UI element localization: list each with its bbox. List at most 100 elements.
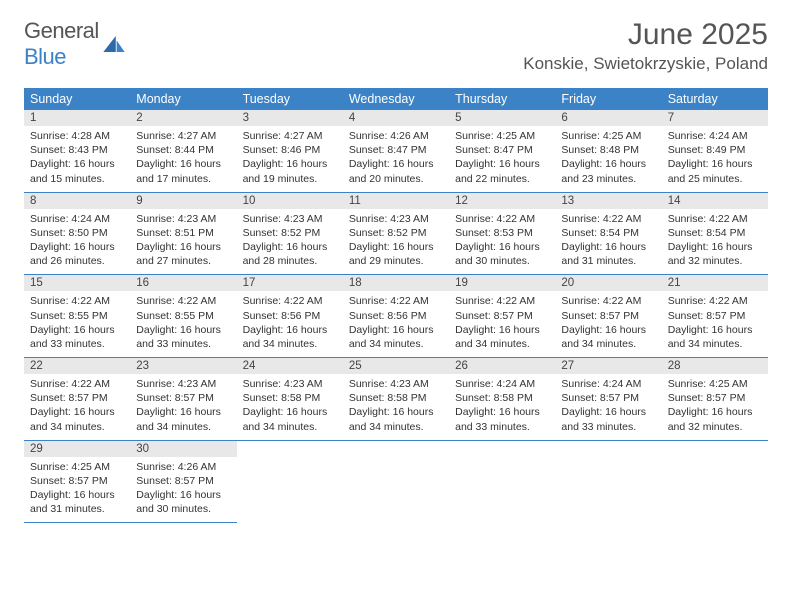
day-number: 9 xyxy=(130,193,236,209)
day-number: 13 xyxy=(555,193,661,209)
day-cell: 18Sunrise: 4:22 AMSunset: 8:56 PMDayligh… xyxy=(343,275,449,358)
day-cell: 15Sunrise: 4:22 AMSunset: 8:55 PMDayligh… xyxy=(24,275,130,358)
location: Konskie, Swietokrzyskie, Poland xyxy=(523,54,768,74)
day-number: 7 xyxy=(662,110,768,126)
day-number: 23 xyxy=(130,358,236,374)
day-body: Sunrise: 4:23 AMSunset: 8:57 PMDaylight:… xyxy=(130,374,236,434)
day-cell-empty xyxy=(555,441,661,524)
day-cell-empty xyxy=(662,441,768,524)
day-number: 2 xyxy=(130,110,236,126)
day-body: Sunrise: 4:22 AMSunset: 8:56 PMDaylight:… xyxy=(237,291,343,351)
sail-icon xyxy=(103,36,125,52)
day-number: 15 xyxy=(24,275,130,291)
day-header: Friday xyxy=(555,88,661,110)
day-number: 1 xyxy=(24,110,130,126)
day-header: Tuesday xyxy=(237,88,343,110)
day-body: Sunrise: 4:25 AMSunset: 8:47 PMDaylight:… xyxy=(449,126,555,186)
day-number: 19 xyxy=(449,275,555,291)
day-body: Sunrise: 4:26 AMSunset: 8:57 PMDaylight:… xyxy=(130,457,236,517)
day-number: 16 xyxy=(130,275,236,291)
day-number: 24 xyxy=(237,358,343,374)
week-row: 29Sunrise: 4:25 AMSunset: 8:57 PMDayligh… xyxy=(24,441,768,524)
day-cell: 16Sunrise: 4:22 AMSunset: 8:55 PMDayligh… xyxy=(130,275,236,358)
week-row: 1Sunrise: 4:28 AMSunset: 8:43 PMDaylight… xyxy=(24,110,768,193)
weeks-container: 1Sunrise: 4:28 AMSunset: 8:43 PMDaylight… xyxy=(24,110,768,523)
day-cell: 17Sunrise: 4:22 AMSunset: 8:56 PMDayligh… xyxy=(237,275,343,358)
title-block: June 2025 Konskie, Swietokrzyskie, Polan… xyxy=(523,18,768,74)
day-cell: 14Sunrise: 4:22 AMSunset: 8:54 PMDayligh… xyxy=(662,193,768,276)
day-cell: 12Sunrise: 4:22 AMSunset: 8:53 PMDayligh… xyxy=(449,193,555,276)
day-cell: 2Sunrise: 4:27 AMSunset: 8:44 PMDaylight… xyxy=(130,110,236,193)
day-header: Saturday xyxy=(662,88,768,110)
header: General Blue June 2025 Konskie, Swietokr… xyxy=(24,18,768,74)
day-cell-empty xyxy=(343,441,449,524)
day-number: 20 xyxy=(555,275,661,291)
calendar: SundayMondayTuesdayWednesdayThursdayFrid… xyxy=(24,88,768,523)
day-cell: 1Sunrise: 4:28 AMSunset: 8:43 PMDaylight… xyxy=(24,110,130,193)
week-row: 22Sunrise: 4:22 AMSunset: 8:57 PMDayligh… xyxy=(24,358,768,441)
day-number: 11 xyxy=(343,193,449,209)
day-cell: 21Sunrise: 4:22 AMSunset: 8:57 PMDayligh… xyxy=(662,275,768,358)
day-body: Sunrise: 4:22 AMSunset: 8:55 PMDaylight:… xyxy=(130,291,236,351)
day-cell: 13Sunrise: 4:22 AMSunset: 8:54 PMDayligh… xyxy=(555,193,661,276)
day-number: 14 xyxy=(662,193,768,209)
day-body: Sunrise: 4:22 AMSunset: 8:54 PMDaylight:… xyxy=(662,209,768,269)
logo-text-b: Blue xyxy=(24,44,66,69)
day-cell: 27Sunrise: 4:24 AMSunset: 8:57 PMDayligh… xyxy=(555,358,661,441)
day-cell-empty xyxy=(237,441,343,524)
day-body: Sunrise: 4:24 AMSunset: 8:58 PMDaylight:… xyxy=(449,374,555,434)
day-cell: 28Sunrise: 4:25 AMSunset: 8:57 PMDayligh… xyxy=(662,358,768,441)
day-body: Sunrise: 4:23 AMSunset: 8:51 PMDaylight:… xyxy=(130,209,236,269)
day-body: Sunrise: 4:23 AMSunset: 8:58 PMDaylight:… xyxy=(237,374,343,434)
logo-text: General Blue xyxy=(24,18,99,70)
day-number: 22 xyxy=(24,358,130,374)
day-number: 27 xyxy=(555,358,661,374)
day-body: Sunrise: 4:22 AMSunset: 8:57 PMDaylight:… xyxy=(449,291,555,351)
day-cell: 6Sunrise: 4:25 AMSunset: 8:48 PMDaylight… xyxy=(555,110,661,193)
day-cell: 10Sunrise: 4:23 AMSunset: 8:52 PMDayligh… xyxy=(237,193,343,276)
day-header-row: SundayMondayTuesdayWednesdayThursdayFrid… xyxy=(24,88,768,110)
day-body: Sunrise: 4:24 AMSunset: 8:50 PMDaylight:… xyxy=(24,209,130,269)
day-body: Sunrise: 4:22 AMSunset: 8:57 PMDaylight:… xyxy=(24,374,130,434)
day-body: Sunrise: 4:24 AMSunset: 8:57 PMDaylight:… xyxy=(555,374,661,434)
day-number: 29 xyxy=(24,441,130,457)
day-number: 30 xyxy=(130,441,236,457)
day-body: Sunrise: 4:22 AMSunset: 8:57 PMDaylight:… xyxy=(555,291,661,351)
day-cell: 29Sunrise: 4:25 AMSunset: 8:57 PMDayligh… xyxy=(24,441,130,524)
day-cell: 24Sunrise: 4:23 AMSunset: 8:58 PMDayligh… xyxy=(237,358,343,441)
day-cell: 9Sunrise: 4:23 AMSunset: 8:51 PMDaylight… xyxy=(130,193,236,276)
day-cell: 30Sunrise: 4:26 AMSunset: 8:57 PMDayligh… xyxy=(130,441,236,524)
day-header: Sunday xyxy=(24,88,130,110)
day-cell: 7Sunrise: 4:24 AMSunset: 8:49 PMDaylight… xyxy=(662,110,768,193)
day-number: 6 xyxy=(555,110,661,126)
day-header: Wednesday xyxy=(343,88,449,110)
day-cell: 19Sunrise: 4:22 AMSunset: 8:57 PMDayligh… xyxy=(449,275,555,358)
day-body: Sunrise: 4:22 AMSunset: 8:54 PMDaylight:… xyxy=(555,209,661,269)
day-body: Sunrise: 4:23 AMSunset: 8:52 PMDaylight:… xyxy=(237,209,343,269)
day-cell: 4Sunrise: 4:26 AMSunset: 8:47 PMDaylight… xyxy=(343,110,449,193)
day-number: 3 xyxy=(237,110,343,126)
day-body: Sunrise: 4:22 AMSunset: 8:53 PMDaylight:… xyxy=(449,209,555,269)
day-cell: 25Sunrise: 4:23 AMSunset: 8:58 PMDayligh… xyxy=(343,358,449,441)
day-body: Sunrise: 4:25 AMSunset: 8:48 PMDaylight:… xyxy=(555,126,661,186)
day-body: Sunrise: 4:23 AMSunset: 8:52 PMDaylight:… xyxy=(343,209,449,269)
day-number: 18 xyxy=(343,275,449,291)
day-number: 21 xyxy=(662,275,768,291)
day-body: Sunrise: 4:22 AMSunset: 8:57 PMDaylight:… xyxy=(662,291,768,351)
day-body: Sunrise: 4:28 AMSunset: 8:43 PMDaylight:… xyxy=(24,126,130,186)
day-cell: 26Sunrise: 4:24 AMSunset: 8:58 PMDayligh… xyxy=(449,358,555,441)
day-number: 8 xyxy=(24,193,130,209)
day-body: Sunrise: 4:24 AMSunset: 8:49 PMDaylight:… xyxy=(662,126,768,186)
day-body: Sunrise: 4:22 AMSunset: 8:55 PMDaylight:… xyxy=(24,291,130,351)
day-number: 10 xyxy=(237,193,343,209)
day-body: Sunrise: 4:27 AMSunset: 8:44 PMDaylight:… xyxy=(130,126,236,186)
logo-text-a: General xyxy=(24,18,99,43)
day-number: 17 xyxy=(237,275,343,291)
day-body: Sunrise: 4:27 AMSunset: 8:46 PMDaylight:… xyxy=(237,126,343,186)
week-row: 8Sunrise: 4:24 AMSunset: 8:50 PMDaylight… xyxy=(24,193,768,276)
day-header: Monday xyxy=(130,88,236,110)
day-cell: 22Sunrise: 4:22 AMSunset: 8:57 PMDayligh… xyxy=(24,358,130,441)
day-cell-empty xyxy=(449,441,555,524)
day-header: Thursday xyxy=(449,88,555,110)
week-row: 15Sunrise: 4:22 AMSunset: 8:55 PMDayligh… xyxy=(24,275,768,358)
